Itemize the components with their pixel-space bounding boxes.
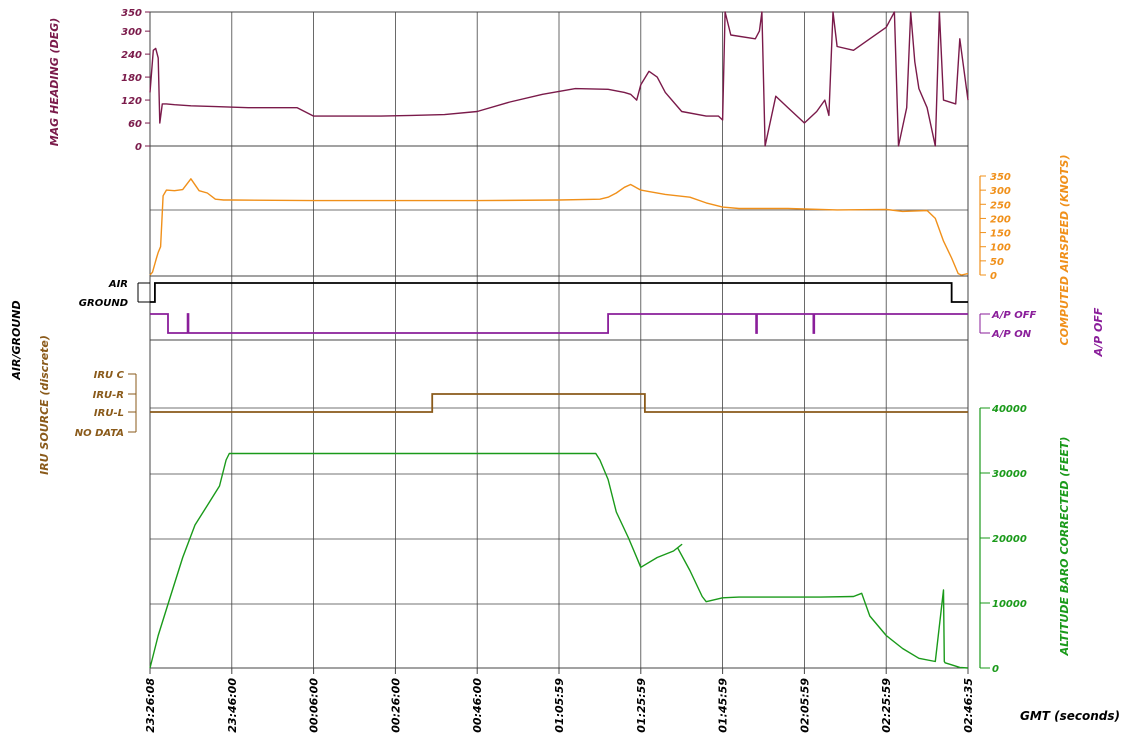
series-airspeed-line xyxy=(149,178,969,276)
heading-tick-label: 180 xyxy=(121,73,142,84)
series-iru-line xyxy=(150,393,968,413)
series-autopilot-line xyxy=(150,313,968,334)
autopilot-axis-label: A/P OFF xyxy=(1092,307,1105,357)
iru-level-label: IRU-L xyxy=(94,408,124,419)
iru-level-label: IRU-R xyxy=(93,390,124,401)
series-lines xyxy=(149,11,969,669)
x-tick-label: 00:26:00 xyxy=(389,678,402,733)
axis-labels: 23:26:08 23:46:00 00:06:00 00:26:00 00:46:00… xyxy=(10,8,1120,733)
heading-tick-label: 300 xyxy=(121,27,142,38)
airground-level-label: GROUND xyxy=(79,298,128,309)
heading-axis-label: MAG HEADING (DEG) xyxy=(48,18,61,147)
x-tick-label: 01:45:59 xyxy=(717,678,730,733)
heading-tick-label: 60 xyxy=(128,119,142,130)
altitude-tick-label: 20000 xyxy=(992,534,1027,545)
series-altitude-line xyxy=(149,452,969,669)
x-tick-label: 00:46:00 xyxy=(471,678,484,733)
x-axis-label: GMT (seconds) xyxy=(1020,709,1120,723)
iru-level-label: NO DATA xyxy=(75,428,124,439)
airspeed-tick-label: 300 xyxy=(990,186,1011,197)
altitude-tick-label: 30000 xyxy=(992,469,1027,480)
x-tick-label: 01:25:59 xyxy=(635,678,648,733)
iru-level-label: IRU C xyxy=(94,370,125,381)
altitude-tick-label: 40000 xyxy=(991,404,1027,415)
x-tick-label: 23:26:08 xyxy=(144,678,157,733)
altitude-axis-label: ALTITUDE BARO CORRECTED (FEET) xyxy=(1058,437,1071,657)
series-heading-line xyxy=(149,11,969,147)
altitude-tick-label: 10000 xyxy=(992,599,1027,610)
x-tick-label: 23:46:00 xyxy=(226,678,239,733)
grid xyxy=(128,11,990,674)
airspeed-tick-label: 0 xyxy=(990,271,997,282)
x-tick-label: 01:05:59 xyxy=(553,678,566,733)
airspeed-tick-label: 150 xyxy=(990,229,1011,240)
x-tick-label: 00:06:00 xyxy=(308,678,321,733)
airspeed-tick-label: 50 xyxy=(990,257,1004,268)
airspeed-axis-label: COMPUTED AIRSPEED (KNOTS) xyxy=(1058,155,1071,346)
heading-tick-label: 240 xyxy=(121,50,142,61)
airspeed-tick-label: 250 xyxy=(990,200,1011,211)
airspeed-tick-label: 350 xyxy=(990,172,1011,183)
airground-level-label: AIR xyxy=(108,279,128,290)
heading-tick-label: 0 xyxy=(135,142,142,153)
autopilot-level-label: A/P ON xyxy=(991,329,1032,340)
x-tick-label: 02:46:35 xyxy=(962,678,975,733)
altitude-tick-label: 0 xyxy=(992,664,999,675)
autopilot-level-label: A/P OFF xyxy=(991,310,1037,321)
x-tick-label: 02:05:59 xyxy=(798,678,811,733)
iru-axis-label: IRU SOURCE (discrete) xyxy=(38,335,51,475)
airground-axis-label: AIR/GROUND xyxy=(10,300,23,380)
series-airground-line xyxy=(150,282,968,303)
airspeed-tick-label: 100 xyxy=(990,243,1011,254)
heading-tick-label: 120 xyxy=(121,96,142,107)
x-tick-label: 02:25:59 xyxy=(880,678,893,733)
airspeed-tick-label: 200 xyxy=(990,214,1011,225)
heading-tick-label: 350 xyxy=(121,8,142,19)
